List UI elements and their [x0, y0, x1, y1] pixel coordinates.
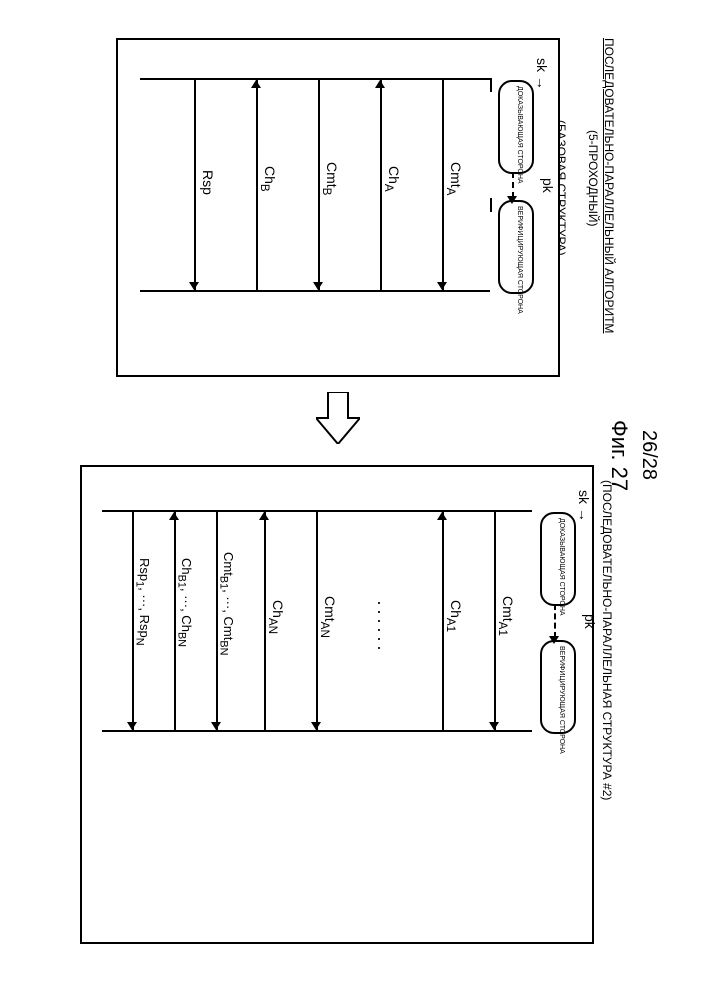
- panel-top-verifier-label: ВЕРИФИЦИРУЮЩАЯ СТОРОНА: [516, 206, 523, 314]
- panel-top-msg-rsp-line: [194, 80, 196, 290]
- panel-bottom-cmta1-arrow: [489, 722, 499, 730]
- stub: [490, 78, 492, 80]
- panel-top-pk-label: pk: [540, 178, 556, 193]
- panel-bottom-cmtan-arrow: [311, 722, 321, 730]
- t: Ch: [179, 558, 194, 575]
- panel-bottom-cha1-label: ChA1: [444, 600, 464, 632]
- s2: N: [133, 638, 145, 646]
- sub: A: [382, 184, 395, 192]
- tr: , ···, Rsp: [137, 587, 152, 638]
- panel-top-msg-cmta-label: CmtA: [444, 162, 464, 195]
- panel-top-msg-cha-arrow: [375, 80, 385, 88]
- panel-bottom-pk-dash: [554, 604, 556, 638]
- panel-top-msg-cmta-arrow: [437, 282, 447, 290]
- panel-top-rail-right-stub: [490, 198, 492, 212]
- panel-top-subtitle1: (5-ПРОХОДНЫЙ): [586, 130, 600, 227]
- txt: Cmt: [322, 596, 338, 622]
- panel-top-pk-dash: [512, 172, 514, 198]
- page: 26/28 Фиг. 27 ПОСЛЕДОВАТЕЛЬНО-ПАРАЛЛЕЛЬН…: [0, 0, 727, 1000]
- page-number: 26/28: [637, 430, 660, 480]
- panel-bottom-prover-label: ДОКАЗЫВАЮЩАЯ СТОРОНА: [558, 518, 565, 616]
- panel-top-msg-rsp-label: Rsp: [200, 170, 216, 195]
- panel-top-msg-chb-arrow: [251, 80, 261, 88]
- txt: Rsp: [200, 170, 216, 195]
- s2: BN: [175, 632, 187, 647]
- panel-top-msg-cmtb-arrow: [313, 282, 323, 290]
- panel-top-msg-cmtb-label: CmtB: [320, 162, 340, 195]
- panel-bottom-cmtblist-arrow: [211, 722, 221, 730]
- s2: BN: [217, 640, 229, 655]
- panel-top-box: [116, 38, 560, 377]
- txt: Ch: [270, 600, 286, 618]
- panel-bottom-chblist-label: ChB1, ···, ChBN: [175, 558, 194, 647]
- panel-bottom-cha1-arrow: [437, 512, 447, 520]
- panel-bottom-rail-right: [102, 730, 532, 732]
- txt: Ch: [386, 166, 402, 184]
- panel-bottom-pk-arrowhead: [549, 636, 559, 644]
- sub: AN: [318, 622, 331, 638]
- tr: , ···, Ch: [179, 588, 194, 632]
- panel-bottom-cmtan-label: CmtAN: [318, 596, 338, 638]
- panel-bottom-box: [80, 465, 594, 944]
- sub: B: [320, 188, 333, 196]
- t: Rsp: [137, 558, 152, 581]
- t: Cmt: [221, 552, 236, 576]
- s: B1: [175, 575, 187, 588]
- panel-bottom-sk-label: sk →: [576, 490, 592, 522]
- panel-top-rail-right: [140, 290, 490, 292]
- txt: Ch: [262, 166, 278, 184]
- panel-top-rail-left: [140, 78, 490, 80]
- panel-top-msg-cha-label: ChA: [382, 166, 402, 192]
- panel-top-prover-label: ДОКАЗЫВАЮЩАЯ СТОРОНА: [516, 86, 523, 184]
- panel-top-msg-chb-label: ChB: [258, 166, 278, 192]
- big-transition-arrow: [316, 392, 360, 444]
- sub: A1: [496, 622, 509, 636]
- panel-bottom-chan-label: ChAN: [266, 600, 286, 634]
- txt: Cmt: [448, 162, 464, 188]
- panel-top-msg-rsp-arrow: [189, 282, 199, 290]
- panel-bottom-verifier-label: ВЕРИФИЦИРУЮЩАЯ СТОРОНА: [558, 646, 565, 754]
- panel-top-pk-arrowhead: [507, 196, 517, 204]
- txt: Ch: [448, 600, 464, 618]
- txt: Cmt: [324, 162, 340, 188]
- sub: A: [444, 188, 457, 196]
- sub: B: [258, 184, 271, 192]
- panel-top-rail-left-stub: [490, 78, 492, 92]
- panel-bottom-rsplist-label: Rsp1, ···, RspN: [133, 558, 152, 646]
- panel-bottom-chan-arrow: [259, 512, 269, 520]
- panel-bottom-dots: ······: [369, 600, 390, 654]
- tr: , ···, Cmt: [221, 589, 236, 640]
- panel-bottom-cmta1-label: CmtA1: [496, 596, 516, 636]
- panel-bottom-cmtblist-label: CmtB1, ···, CmtBN: [217, 552, 236, 655]
- panel-top-title: ПОСЛЕДОВАТЕЛЬНО-ПАРАЛЛЕЛЬНЫЙ АЛГОРИТМ: [602, 38, 616, 333]
- panel-bottom-title: (ПОСЛЕДОВАТЕЛЬНО-ПАРАЛЛЕЛЬНАЯ СТРУКТУРА …: [600, 480, 614, 800]
- sub: A1: [444, 618, 457, 632]
- panel-bottom-pk-label: pk: [582, 614, 598, 629]
- panel-bottom-rsplist-arrow: [127, 722, 137, 730]
- s: B1: [217, 576, 229, 589]
- panel-bottom-chblist-arrow: [169, 512, 179, 520]
- panel-top-sk-label: sk →: [534, 58, 550, 90]
- txt: Cmt: [500, 596, 516, 622]
- sub: AN: [266, 618, 279, 634]
